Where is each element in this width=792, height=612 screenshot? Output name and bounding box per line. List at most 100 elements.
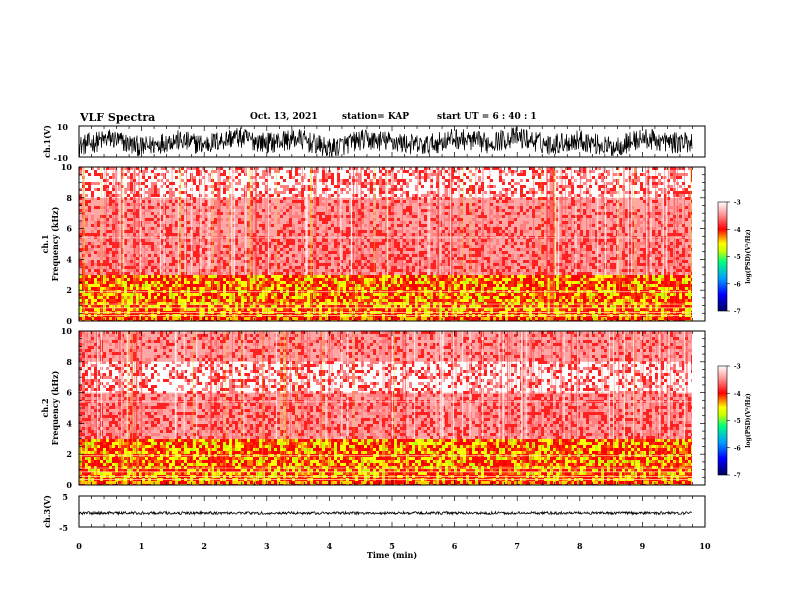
spectrogram-cell <box>283 200 286 203</box>
spectrogram-cell <box>193 236 196 239</box>
spectrogram-cell <box>421 275 424 278</box>
spectrogram-cell <box>430 179 433 182</box>
spectrogram-cell <box>379 281 382 284</box>
spectrogram-cell <box>424 218 427 221</box>
spectrogram-cell <box>109 242 112 245</box>
spectrogram-cell <box>334 248 337 251</box>
spectrogram-cell <box>412 269 415 272</box>
spectrogram-cell <box>424 278 427 281</box>
spectrogram-cell <box>190 278 193 281</box>
spectrogram-cell <box>409 221 412 224</box>
spectrogram-cell <box>385 227 388 230</box>
spectrogram-cell <box>295 305 298 308</box>
spectrogram-cell <box>247 293 250 296</box>
spectrogram-cell <box>403 200 406 203</box>
spectrogram-cell <box>400 254 403 257</box>
spectrogram-cell <box>148 263 151 266</box>
spectrogram-cell <box>490 308 493 311</box>
spectrogram-cell <box>223 293 226 296</box>
spectrogram-cell <box>214 221 217 224</box>
spectrogram-cell <box>250 293 253 296</box>
spectrogram-cell <box>280 278 283 281</box>
spectrogram-cell <box>250 272 253 275</box>
spectrogram-cell <box>358 209 361 212</box>
spectrogram-cell <box>259 248 262 251</box>
spectrogram-cell <box>184 308 187 311</box>
spectrogram-cell <box>271 278 274 281</box>
spectrogram-cell <box>280 230 283 233</box>
spectrogram-cell <box>394 299 397 302</box>
spectrogram-cell <box>88 281 91 284</box>
spectrogram-cell <box>346 185 349 188</box>
spectrogram-cell <box>445 218 448 221</box>
spectrogram-cell <box>88 206 91 209</box>
spectrogram-cell <box>454 260 457 263</box>
spectrogram-cell <box>472 317 475 320</box>
spectrogram-cell <box>475 230 478 233</box>
spectrogram-cell <box>424 251 427 254</box>
spectrogram-cell <box>220 200 223 203</box>
spectrogram-cell <box>208 278 211 281</box>
spectrogram-cell <box>106 308 109 311</box>
spectrogram-cell <box>475 209 478 212</box>
spectrogram-cell <box>97 284 100 287</box>
spectrogram-cell <box>277 233 280 236</box>
spectrogram-cell <box>124 278 127 281</box>
spectrogram-cell <box>367 287 370 290</box>
spectrogram-cell <box>157 308 160 311</box>
spectrogram-cell <box>79 197 82 200</box>
spectrogram-cell <box>175 269 178 272</box>
spectrogram-cell <box>178 251 181 254</box>
spectrogram-cell <box>223 302 226 305</box>
spectrogram-cell <box>388 293 391 296</box>
spectrogram-cell <box>220 296 223 299</box>
spectrogram-cell <box>232 284 235 287</box>
spectrogram-cell <box>277 317 280 320</box>
spectrogram-cell <box>316 170 319 173</box>
spectrogram-cell <box>97 266 100 269</box>
spectrogram-cell <box>487 227 490 230</box>
spectrogram-cell <box>154 293 157 296</box>
spectrogram-cell <box>295 173 298 176</box>
spectrogram-cell <box>85 266 88 269</box>
spectrogram-cell <box>361 308 364 311</box>
spectrogram-cell <box>349 296 352 299</box>
spectrogram-cell <box>226 278 229 281</box>
spectrogram-cell <box>265 173 268 176</box>
spectrogram-cell <box>400 257 403 260</box>
spectrogram-cell <box>346 170 349 173</box>
spectrogram-cell <box>259 242 262 245</box>
spectrogram-cell <box>466 167 469 170</box>
spectrogram-cell <box>361 191 364 194</box>
spectrogram-cell <box>94 281 97 284</box>
spectrogram-cell <box>466 230 469 233</box>
spectrogram-cell <box>280 254 283 257</box>
spectrogram-cell <box>433 197 436 200</box>
spectrogram-cell <box>403 170 406 173</box>
spectrogram-cell <box>445 260 448 263</box>
spectrogram-cell <box>265 293 268 296</box>
spectrogram-cell <box>460 257 463 260</box>
spectrogram-cell <box>322 275 325 278</box>
spectrogram-cell <box>220 287 223 290</box>
spectrogram-cell <box>235 224 238 227</box>
spectrogram-cell <box>256 230 259 233</box>
spectrogram-cell <box>406 299 409 302</box>
spectrogram-cell <box>382 305 385 308</box>
spectrogram-cell <box>475 215 478 218</box>
spectrogram-cell <box>421 194 424 197</box>
spectrogram-cell <box>361 299 364 302</box>
spectrogram-cell <box>412 236 415 239</box>
spectrogram-cell <box>478 230 481 233</box>
spectrogram-cell <box>127 308 130 311</box>
spectrogram-cell <box>361 284 364 287</box>
spectrogram-cell <box>250 260 253 263</box>
spectrogram-cell <box>367 317 370 320</box>
spectrogram-cell <box>106 296 109 299</box>
spectrogram-cell <box>223 266 226 269</box>
spectrogram-cell <box>421 281 424 284</box>
spectrogram-cell <box>220 278 223 281</box>
spectrogram-cell <box>493 260 496 263</box>
spectrogram-cell <box>376 272 379 275</box>
spectrogram-cell <box>262 230 265 233</box>
